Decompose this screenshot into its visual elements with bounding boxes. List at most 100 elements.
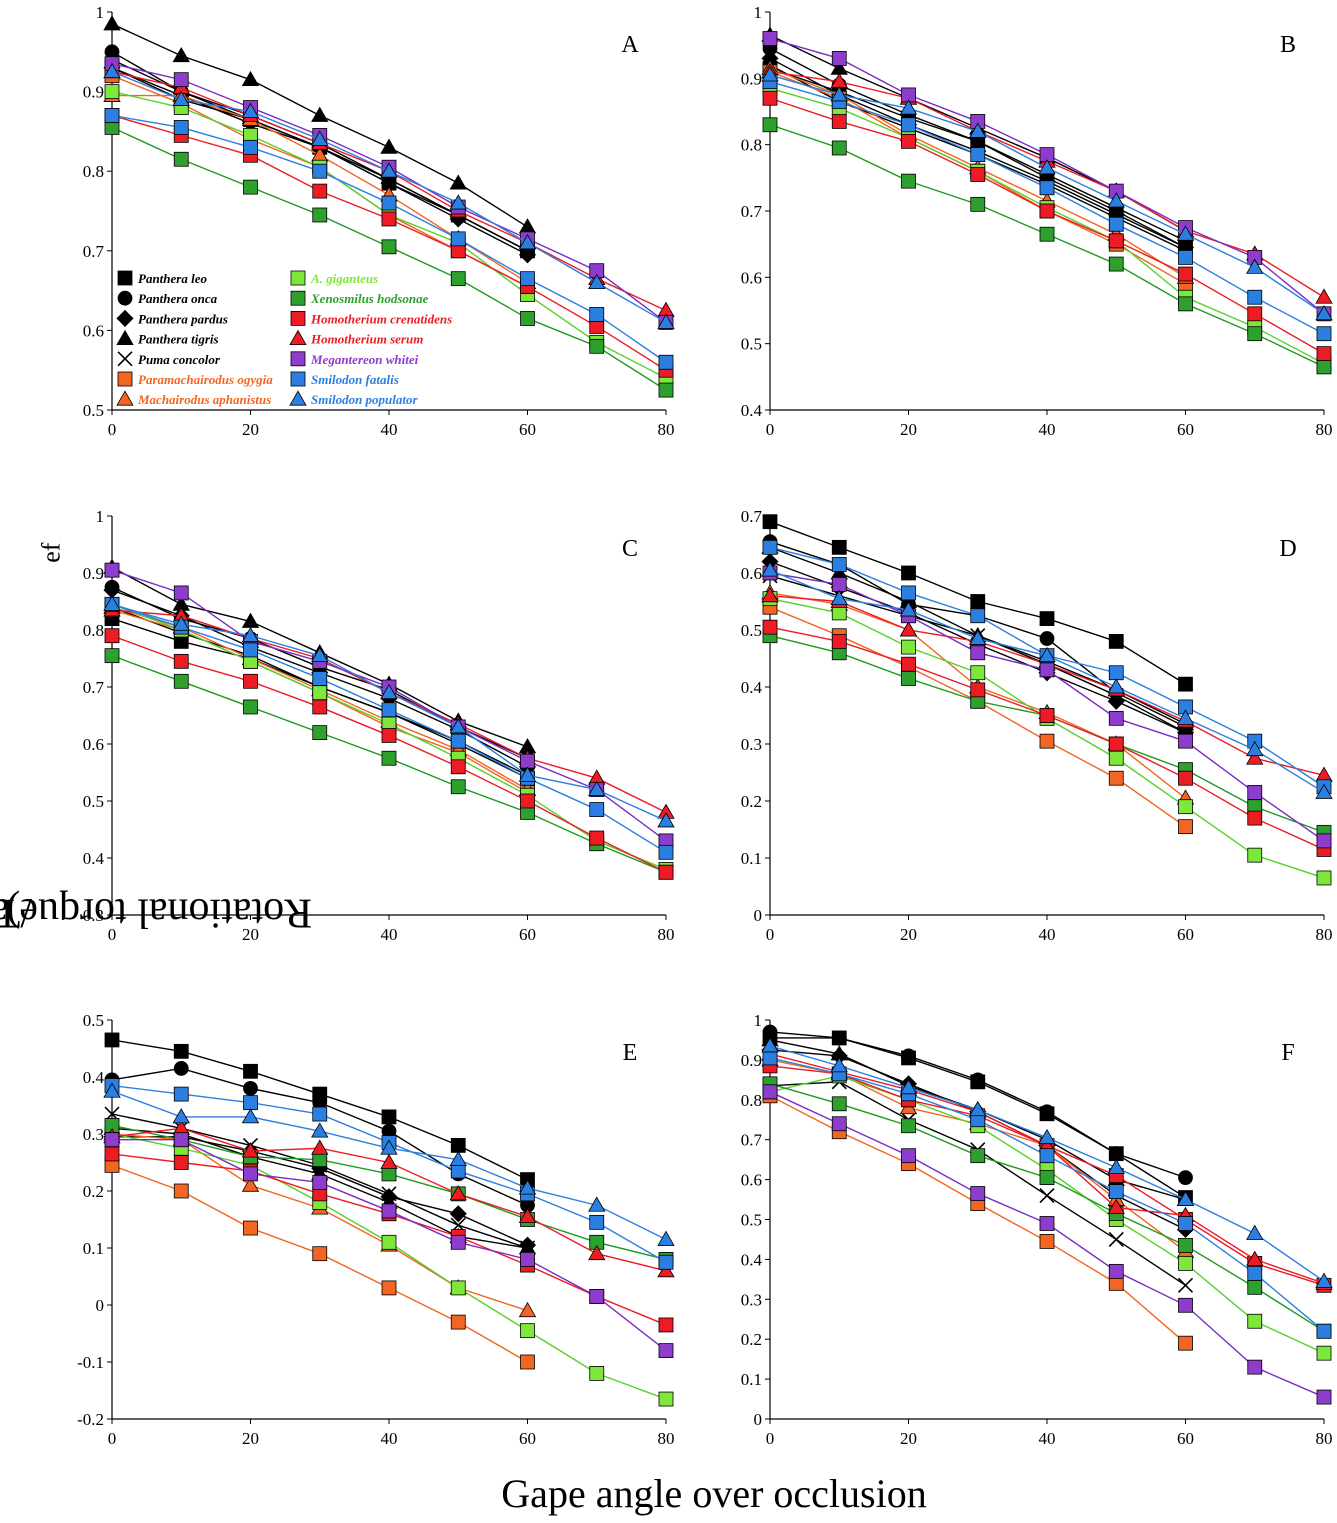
data-point — [761, 561, 779, 577]
data-point — [1247, 1265, 1263, 1281]
x-tick-label: 20 — [242, 1429, 259, 1448]
data-point — [450, 1163, 466, 1179]
series-smilodon-populator — [761, 561, 1333, 799]
data-point — [1108, 710, 1124, 726]
legend-marker — [290, 290, 306, 306]
data-point — [1315, 1272, 1333, 1288]
data-point — [518, 1301, 537, 1318]
x-tick-label: 40 — [381, 1429, 398, 1448]
data-point — [1038, 646, 1056, 663]
data-point — [1108, 216, 1124, 232]
data-point — [658, 1343, 674, 1358]
x-tick-label: 60 — [519, 1429, 536, 1448]
y-tick-label: 0.3 — [83, 1125, 104, 1144]
data-point — [1178, 1255, 1193, 1271]
data-point — [241, 626, 260, 643]
data-point — [311, 106, 329, 122]
y-tick-label: 0.2 — [741, 792, 762, 811]
legend-item-xenosmilus-hodsonae: Xenosmilus hodsonae — [290, 290, 429, 306]
data-point — [1178, 1238, 1193, 1253]
legend-label: Homotherium serum — [310, 332, 423, 347]
data-point — [311, 130, 329, 146]
data-point — [311, 646, 329, 663]
data-point — [380, 1153, 398, 1169]
data-point — [970, 594, 986, 609]
data-point — [1107, 678, 1125, 694]
series-smilodon-fatalis — [104, 108, 674, 370]
data-point — [1178, 770, 1193, 786]
data-point — [1039, 1170, 1055, 1186]
x-tick-label: 20 — [900, 925, 917, 944]
data-point — [831, 605, 847, 621]
legend-marker — [117, 270, 133, 286]
data-point — [970, 167, 986, 182]
x-tick-label: 40 — [1039, 1429, 1056, 1448]
data-point — [381, 195, 397, 211]
data-point — [1108, 750, 1124, 766]
data-point — [899, 601, 918, 617]
data-point — [1247, 1279, 1263, 1295]
data-point — [1039, 733, 1055, 749]
y-tick-label: 0.6 — [83, 735, 104, 754]
y-tick-label: 0.5 — [741, 335, 762, 354]
data-point — [518, 1179, 537, 1195]
y-tick-label: 0.4 — [741, 678, 763, 697]
legend-item-paramachairodus-ogygia: Paramachairodus ogygia — [117, 371, 273, 387]
data-point — [1178, 799, 1193, 815]
data-point — [831, 51, 847, 66]
y-tick-label: 0.3 — [741, 735, 762, 754]
panel-label: A — [621, 32, 639, 58]
data-point — [762, 514, 778, 530]
data-point — [831, 114, 847, 129]
panel-label: F — [1281, 1040, 1294, 1066]
data-point — [1039, 1187, 1055, 1204]
data-point — [520, 753, 535, 769]
y-tick-label: 1 — [754, 3, 763, 22]
y-tick-label: 0.9 — [83, 564, 104, 583]
data-point — [1246, 1224, 1264, 1240]
data-point — [658, 1254, 674, 1270]
data-point — [1038, 1128, 1056, 1145]
data-point — [589, 307, 605, 322]
series-line — [769, 97, 1325, 355]
data-point — [970, 196, 986, 212]
data-point — [1107, 1198, 1125, 1214]
data-point — [830, 589, 848, 606]
legend-marker — [117, 351, 133, 367]
data-point — [1039, 1216, 1055, 1231]
data-point — [241, 102, 260, 118]
data-point — [518, 1207, 537, 1224]
legend-label: A. giganteus — [310, 271, 378, 286]
data-point — [520, 1323, 535, 1339]
data-point — [381, 211, 397, 227]
data-point — [243, 1095, 258, 1111]
data-point — [1108, 736, 1124, 752]
data-point — [243, 1063, 258, 1079]
panel-label: E — [623, 1040, 638, 1066]
x-tick-label: 80 — [1316, 1429, 1333, 1448]
y-tick-label: 1 — [754, 1011, 763, 1030]
data-point — [588, 1244, 606, 1261]
data-point — [761, 1037, 779, 1053]
legend-item-megantereon-whitei: Megantereon whitei — [290, 351, 419, 367]
data-point — [173, 120, 189, 135]
data-point — [243, 139, 258, 155]
series-xenosmilus-hodsonae — [762, 117, 1332, 375]
x-tick-label: 60 — [519, 925, 536, 944]
data-point — [1246, 749, 1264, 765]
data-point — [243, 699, 258, 715]
legend-item-homotherium-crenatidens: Homotherium crenatidens — [290, 310, 452, 326]
data-point — [1316, 346, 1332, 362]
data-point — [243, 1220, 258, 1236]
data-point — [380, 162, 398, 178]
data-point — [901, 173, 916, 189]
data-point — [831, 1096, 847, 1112]
data-point — [1108, 1146, 1124, 1162]
data-point — [381, 1166, 397, 1182]
y-tick-label: 0.7 — [741, 1131, 763, 1150]
legend-label: Xenosmilus hodsonae — [310, 291, 429, 306]
data-point — [589, 338, 605, 354]
data-point — [312, 163, 328, 179]
data-point — [380, 138, 398, 154]
data-point — [312, 1106, 328, 1122]
